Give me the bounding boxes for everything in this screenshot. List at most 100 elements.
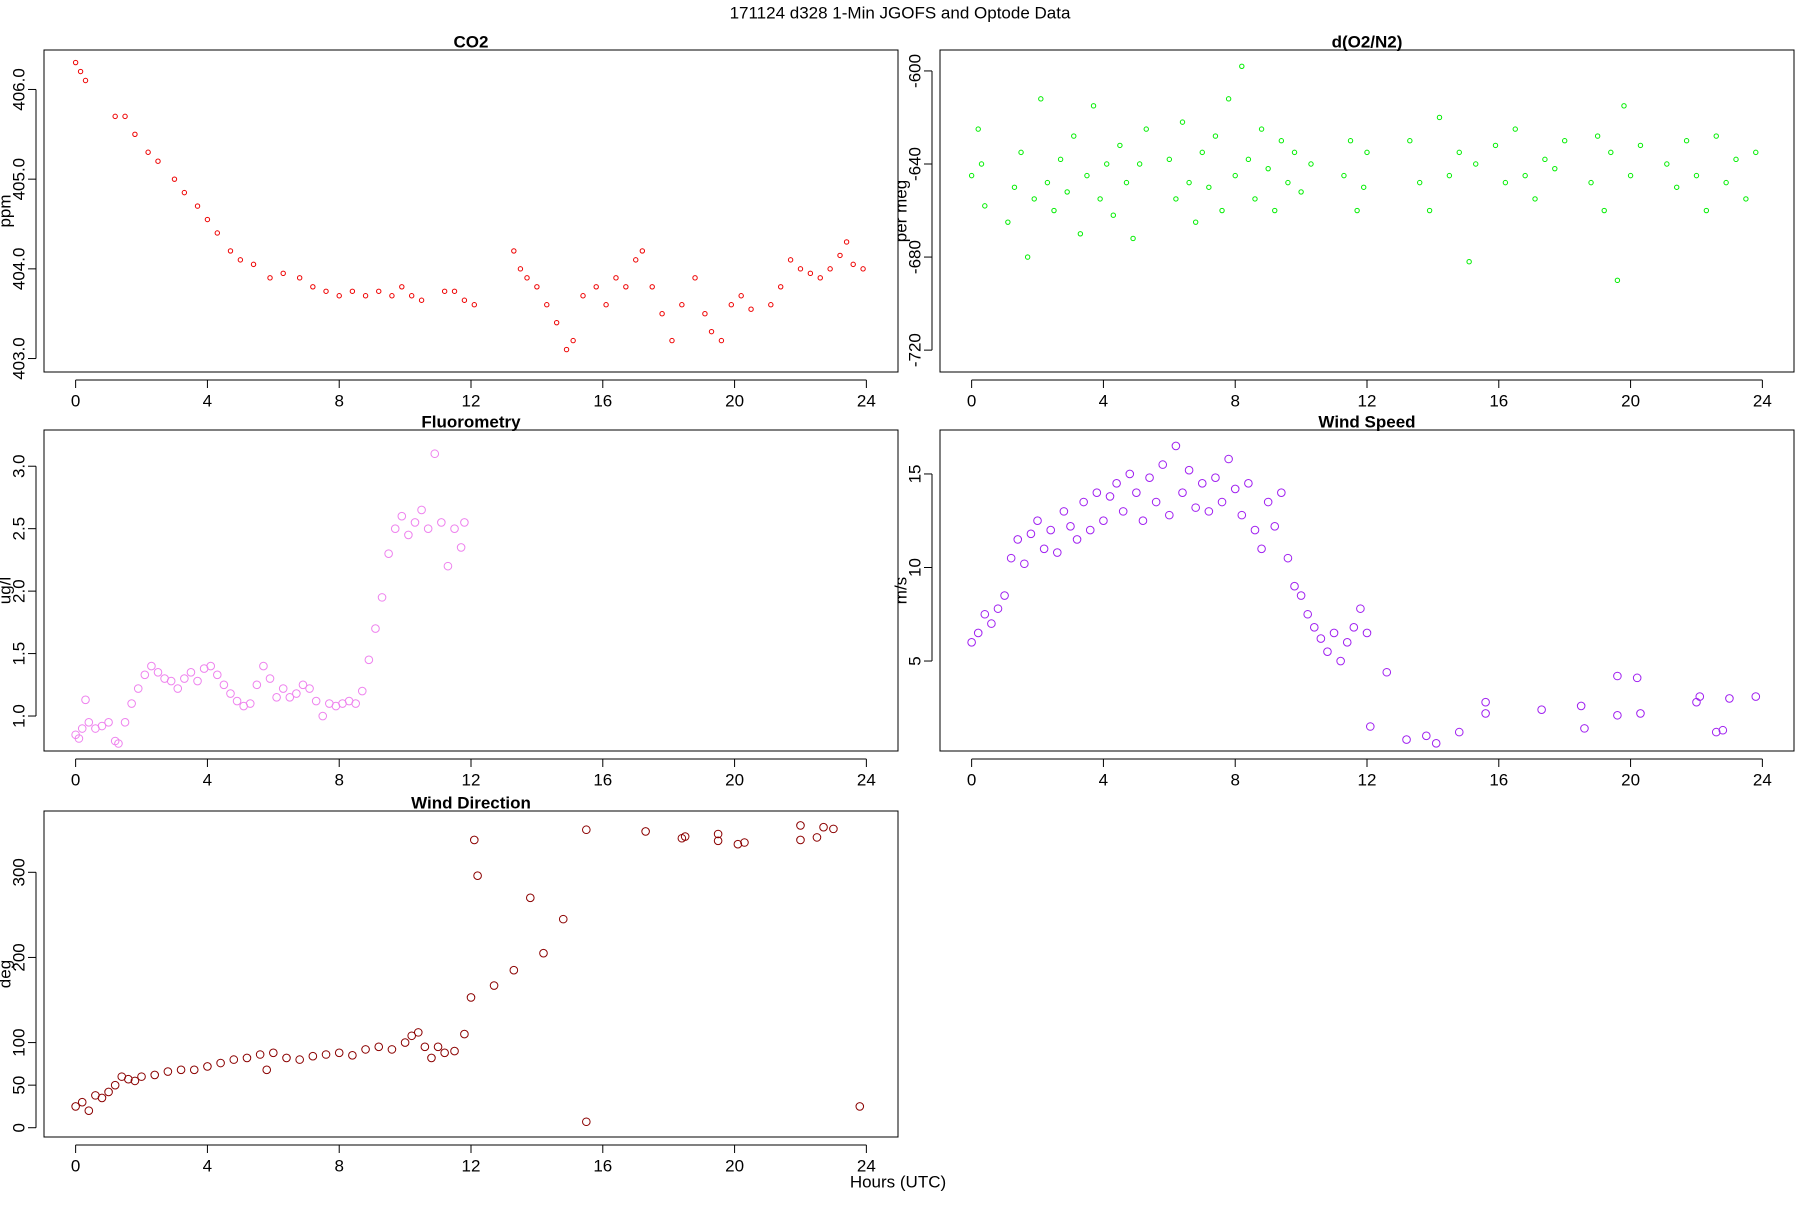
data-point — [1191, 503, 1200, 512]
data-point — [72, 59, 79, 66]
data-point — [1178, 488, 1187, 497]
data-point — [1057, 156, 1064, 163]
data-point — [1356, 604, 1365, 613]
data-point — [987, 619, 996, 628]
data-point — [1285, 179, 1291, 186]
data-point — [1110, 212, 1117, 218]
data-point — [387, 1045, 397, 1054]
data-point — [524, 275, 530, 281]
data-point — [437, 518, 446, 527]
data-point — [397, 511, 407, 521]
data-point — [1230, 484, 1240, 494]
data-point — [1186, 179, 1192, 186]
data-point — [295, 1055, 304, 1064]
x-tick-label: 4 — [1099, 391, 1108, 410]
data-point — [1711, 727, 1721, 737]
y-tick-label: -640 — [905, 147, 924, 181]
data-point — [104, 1087, 113, 1097]
data-point — [348, 1051, 357, 1060]
data-point — [796, 821, 805, 830]
data-point — [1112, 479, 1121, 488]
data-point — [659, 310, 665, 317]
data-point — [1052, 548, 1062, 557]
data-point — [1361, 184, 1367, 190]
y-tick-label: 406.0 — [9, 68, 28, 111]
data-point — [1743, 196, 1749, 202]
data-point — [278, 684, 288, 693]
data-point — [1601, 207, 1607, 214]
data-point — [336, 293, 342, 299]
data-point — [1270, 522, 1280, 531]
y-tick-label: 1.0 — [9, 704, 28, 728]
data-point — [980, 609, 990, 619]
data-point — [77, 1097, 87, 1107]
data-point — [738, 293, 744, 299]
data-point — [1278, 138, 1285, 144]
data-point — [213, 670, 222, 680]
data-point — [534, 284, 540, 290]
data-point — [77, 68, 84, 75]
data-point — [613, 275, 619, 281]
x-tick-label: 4 — [203, 770, 212, 789]
data-point — [1552, 165, 1558, 172]
data-point — [357, 686, 367, 696]
data-point — [441, 288, 448, 294]
y-axis-label: ug/l — [0, 577, 14, 604]
data-point — [430, 449, 440, 459]
data-point — [1026, 529, 1036, 539]
data-point — [323, 288, 329, 294]
data-point — [351, 699, 360, 708]
data-point — [84, 717, 94, 727]
data-point — [973, 628, 983, 638]
x-tick-label: 20 — [725, 391, 744, 410]
data-point — [362, 293, 369, 299]
data-point — [1079, 497, 1088, 507]
panel-title: d(O2/N2) — [1332, 32, 1403, 51]
data-point — [1123, 179, 1130, 186]
data-point — [1044, 179, 1051, 186]
data-point — [237, 257, 244, 263]
data-point — [708, 328, 715, 335]
data-point — [219, 680, 229, 690]
x-tick-label: 24 — [1753, 770, 1772, 789]
data-point — [450, 524, 459, 533]
data-point — [1097, 196, 1103, 202]
points — [71, 821, 865, 1127]
data-point — [400, 1038, 410, 1047]
plot-frame — [43, 429, 899, 752]
y-tick-label: -720 — [905, 333, 924, 367]
data-point — [423, 524, 433, 533]
y-tick-label: 1.5 — [9, 642, 28, 666]
x-tick-label: 8 — [1230, 391, 1239, 410]
x-tick-label: 20 — [725, 1156, 744, 1175]
data-point — [1257, 544, 1266, 554]
data-point — [1066, 522, 1075, 531]
data-point — [1537, 705, 1546, 714]
x-tick-label: 20 — [725, 770, 744, 789]
data-point — [1614, 277, 1621, 284]
data-point — [1158, 460, 1168, 469]
data-point — [1594, 133, 1601, 139]
data-point — [1683, 138, 1690, 144]
data-point — [71, 1102, 80, 1111]
data-point — [1130, 235, 1136, 242]
data-point — [1316, 634, 1326, 643]
data-point — [180, 674, 189, 683]
data-point — [778, 284, 784, 290]
data-point — [796, 835, 805, 845]
y-axis-label: deg — [0, 960, 14, 988]
data-point — [82, 77, 89, 84]
data-point — [1092, 488, 1102, 497]
y-tick-label: 405.0 — [9, 158, 28, 201]
data-point — [1674, 184, 1680, 190]
x-tick-label: 20 — [1621, 770, 1640, 789]
data-point — [1341, 172, 1347, 179]
data-point — [1753, 149, 1759, 156]
data-point — [837, 252, 843, 259]
y-tick-label: 50 — [9, 1076, 28, 1095]
data-point — [860, 266, 866, 272]
x-tick-label: 20 — [1621, 391, 1640, 410]
y-tick-label: 404.0 — [9, 248, 28, 291]
data-point — [461, 297, 468, 303]
